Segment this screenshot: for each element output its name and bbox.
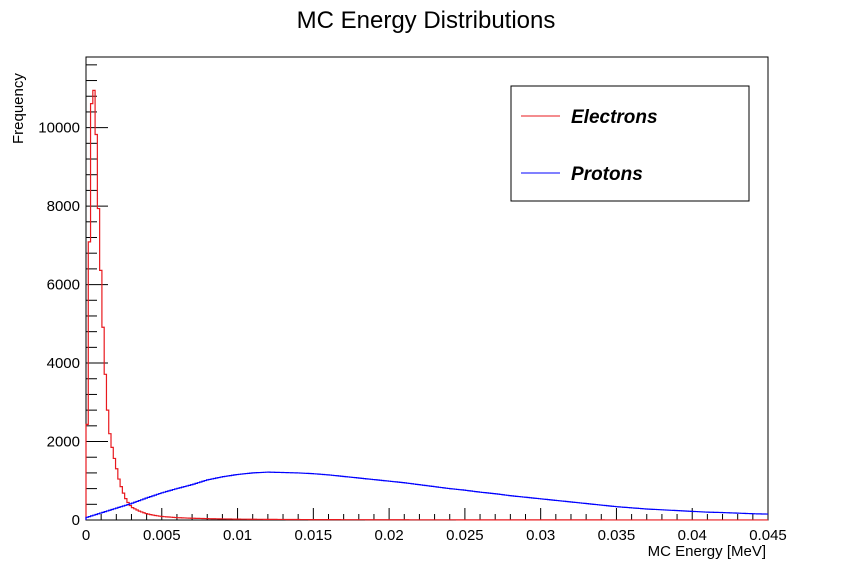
x-tick-label: 0.04 bbox=[678, 527, 707, 544]
x-tick-label: 0.02 bbox=[375, 527, 404, 544]
x-tick-label: 0 bbox=[82, 527, 90, 544]
y-tick-label: 2000 bbox=[47, 434, 80, 451]
y-axis-title: Frequency bbox=[10, 73, 27, 144]
y-axis: 0 2000 4000 6000 8000 10000 bbox=[38, 64, 108, 529]
x-tick-label: 0.035 bbox=[598, 527, 636, 544]
chart-title: MC Energy Distributions bbox=[297, 7, 556, 34]
x-tick-label: 0.01 bbox=[223, 527, 252, 544]
legend-label-protons: Protons bbox=[571, 164, 643, 185]
legend-label-electrons: Electrons bbox=[571, 107, 658, 128]
y-tick-label: 0 bbox=[72, 512, 80, 529]
y-tick-label: 4000 bbox=[47, 355, 80, 372]
x-axis: 0 0.005 0.01 0.015 0.02 0.025 0.03 0.035 0.04 0.0… bbox=[82, 508, 787, 544]
series-protons-line bbox=[85, 471, 768, 520]
x-tick-label: 0.025 bbox=[446, 527, 484, 544]
series-layer bbox=[85, 80, 769, 521]
y-tick-label: 10000 bbox=[38, 120, 80, 137]
x-tick-label: 0.03 bbox=[526, 527, 555, 544]
y-tick-label: 6000 bbox=[47, 277, 80, 294]
series-electrons-line bbox=[85, 89, 768, 521]
x-axis-title: MC Energy [MeV] bbox=[648, 543, 766, 560]
legend-box bbox=[510, 85, 750, 202]
x-tick-label: 0.045 bbox=[749, 527, 787, 544]
legend: Electrons Protons bbox=[510, 85, 750, 202]
x-tick-label: 0.015 bbox=[295, 527, 333, 544]
y-tick-label: 8000 bbox=[47, 198, 80, 215]
x-tick-label: 0.005 bbox=[143, 527, 181, 544]
